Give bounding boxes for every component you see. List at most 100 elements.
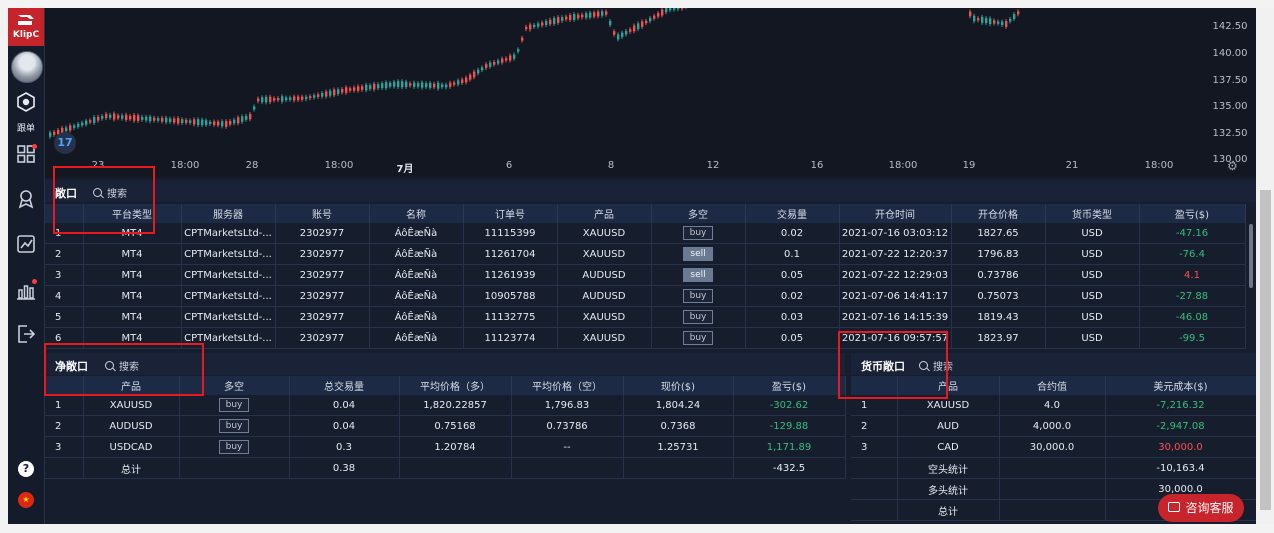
candle [377, 84, 380, 89]
candle [529, 24, 532, 30]
candle [497, 60, 500, 64]
bar-stats-icon[interactable] [14, 278, 38, 302]
cost-cell: 30,000.0 [1105, 436, 1256, 458]
account-cell: 2302977 [275, 327, 370, 349]
candle [49, 132, 52, 137]
empty-cell [511, 457, 624, 479]
column-header[interactable]: 开仓时间 [839, 204, 952, 223]
currency-positions-search[interactable]: 搜索 [919, 358, 953, 373]
candle [425, 83, 428, 88]
candle [389, 82, 392, 87]
award-icon[interactable] [14, 186, 38, 210]
volume-cell: 0.02 [745, 285, 840, 307]
candle [1005, 21, 1008, 27]
avg_short-cell: 1,796.83 [511, 395, 624, 416]
annotation-box-open-positions [53, 166, 155, 234]
table-row[interactable]: 5 MT4 CPTMarketsLtd-... 2302977 ÁôÊæÑà 111327… [45, 306, 1246, 328]
column-header[interactable]: 平均价格（空） [511, 376, 624, 395]
candle [357, 86, 360, 91]
help-icon[interactable]: ? [18, 461, 34, 477]
column-header[interactable]: 盈亏($) [1139, 204, 1246, 223]
table-row[interactable]: 2 MT4 CPTMarketsLtd-... 2302977 ÁôÊæÑà 112617… [45, 243, 1246, 265]
side-cell: buy [179, 415, 290, 437]
column-header[interactable]: 多空 [179, 376, 290, 395]
candle [145, 116, 148, 121]
candle [609, 20, 612, 26]
candle [57, 129, 60, 135]
page-scrollbar-thumb[interactable] [1260, 190, 1271, 510]
column-header[interactable]: 平均价格（多） [399, 376, 512, 395]
column-header[interactable]: 产品 [897, 376, 1000, 395]
chart-settings-gear-icon[interactable]: ⚙ [1227, 159, 1238, 173]
candle [985, 18, 988, 24]
server-cell: CPTMarketsLtd-... [181, 327, 276, 349]
product-cell: USDCAD [83, 436, 180, 458]
side-cell: buy [179, 436, 290, 458]
table-row[interactable]: 3 MT4 CPTMarketsLtd-... 2302977 ÁôÊæÑà 112619… [45, 264, 1246, 286]
open-positions-search[interactable]: 搜索 [93, 185, 127, 200]
search-icon [919, 361, 928, 370]
table-row[interactable]: 1 XAUUSD buy 0.04 1,820.22857 1,796.83 1,804.2… [45, 395, 846, 416]
candle [433, 83, 436, 88]
column-header[interactable]: 名称 [369, 204, 464, 223]
column-header[interactable]: 多空 [651, 204, 746, 223]
column-header[interactable]: 总交易量 [289, 376, 400, 395]
column-header[interactable]: 美元成本($) [1105, 376, 1256, 395]
net-positions-search[interactable]: 搜索 [105, 358, 139, 373]
column-header[interactable]: 账号 [275, 204, 370, 223]
candle [193, 119, 196, 125]
candle [137, 115, 140, 121]
copy-trade-label[interactable]: 跟单 [16, 124, 35, 134]
trend-chart-icon[interactable] [14, 232, 38, 256]
klipc-logo[interactable]: KlipC [8, 8, 44, 46]
open_time-cell: 2021-07-16 14:15:39 [839, 306, 952, 328]
candle [1013, 14, 1016, 19]
candle [385, 82, 388, 89]
column-header[interactable]: 货币类型 [1045, 204, 1140, 223]
column-header[interactable]: 产品 [83, 376, 180, 395]
candle [625, 30, 628, 35]
copy-trade-icon[interactable] [14, 90, 38, 114]
column-header[interactable] [851, 376, 898, 395]
notification-dot [32, 144, 37, 149]
column-header[interactable]: 订单号 [463, 204, 558, 223]
table-row[interactable]: 2 AUD 4,000.0 -2,947.08 [851, 415, 1256, 437]
server-cell: CPTMarketsLtd-... [181, 306, 276, 328]
column-header[interactable]: 交易量 [745, 204, 840, 223]
candle [81, 122, 84, 126]
avatar[interactable] [11, 51, 43, 83]
candle [153, 117, 156, 121]
annotation-box-currency-positions [838, 331, 948, 399]
china-flag-icon[interactable]: ★ [18, 492, 34, 508]
table-row[interactable]: 2 AUDUSD buy 0.04 0.75168 0.73786 0.7368 -129.8… [45, 415, 846, 437]
table-row[interactable]: 1 MT4 CPTMarketsLtd-... 2302977 ÁôÊæÑà 111153… [45, 223, 1246, 244]
table-row[interactable]: 1 XAUUSD 4.0 -7,216.32 [851, 395, 1256, 416]
column-header[interactable]: 平台类型 [83, 204, 182, 223]
net-positions-header: 净敞口 搜索 [45, 353, 845, 375]
column-header[interactable]: 盈亏($) [733, 376, 846, 395]
table-row[interactable]: 6 MT4 CPTMarketsLtd-... 2302977 ÁôÊæÑà 111237… [45, 327, 1246, 349]
column-header[interactable]: 开仓价格 [951, 204, 1046, 223]
column-header[interactable]: 产品 [557, 204, 652, 223]
customer-service-button[interactable]: 咨询客服 [1158, 494, 1244, 522]
row-index: 2 [45, 243, 84, 265]
logout-icon[interactable] [14, 322, 38, 346]
tradingview-logo-icon[interactable]: 17 [54, 132, 76, 154]
table-row[interactable]: 3 USDCAD buy 0.3 1.20784 -- 1.25731 1,171.89 [45, 436, 846, 458]
candle [673, 8, 676, 10]
table-row[interactable]: 3 CAD 30,000.0 30,000.0 [851, 436, 1256, 458]
column-header[interactable]: 现价($) [623, 376, 734, 395]
platform-cell: MT4 [83, 264, 182, 286]
candle [309, 96, 312, 99]
column-header[interactable]: 合约值 [999, 376, 1106, 395]
open-positions-scrollbar[interactable] [1249, 224, 1253, 288]
account-cell: 2302977 [275, 306, 370, 328]
pnl-cell: -27.88 [1139, 285, 1246, 307]
candle [441, 84, 444, 88]
summary-label: 多头统计 [897, 478, 1000, 500]
column-header[interactable]: 服务器 [181, 204, 276, 223]
column-header[interactable] [45, 376, 84, 395]
dashboard-grid-icon[interactable] [14, 142, 38, 166]
price-chart[interactable]: 142.50 140.00 137.50 135.00 132.50 130.00 23 1… [45, 8, 1256, 178]
table-row[interactable]: 4 MT4 CPTMarketsLtd-... 2302977 ÁôÊæÑà 109057… [45, 285, 1246, 307]
